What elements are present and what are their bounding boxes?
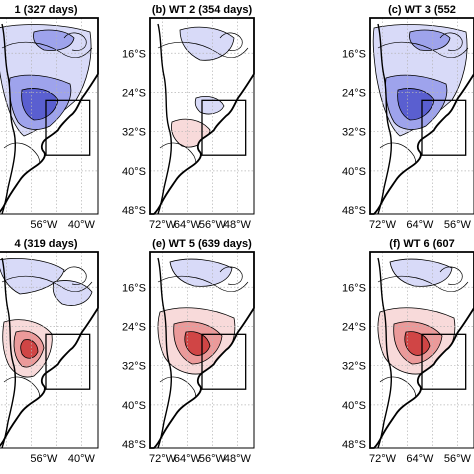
coastline [149, 17, 255, 215]
study-area-box [421, 333, 467, 390]
lat-tick-label: 32°S [122, 361, 146, 373]
lat-tick-label: 48°S [342, 439, 366, 451]
lon-tick-label: 56°W [444, 453, 472, 465]
study-area-box [421, 99, 467, 156]
lat-tick-label: 16°S [342, 48, 366, 60]
isoline-5 [219, 266, 243, 285]
panel-frame [0, 17, 99, 215]
andes-ridge [157, 23, 173, 215]
panel-title: (b) WT 2 (354 days) [152, 4, 253, 16]
panel-frame [149, 17, 255, 215]
isoline-5 [439, 266, 463, 285]
panel-frame [369, 251, 474, 449]
lon-tick-label: 56°W [30, 453, 58, 465]
map-panel-c: (c) WT 3 (552 16°S 24°S 32°S 40°S 48°S72°W 64°… [342, 4, 474, 231]
isoline-5 [63, 266, 87, 285]
study-area-box [45, 333, 91, 390]
lat-tick-label: 24°S [342, 87, 366, 99]
lon-tick-label: 40°W [68, 219, 96, 231]
study-area-box [45, 99, 91, 156]
anomaly-contour-4 [33, 29, 75, 51]
andes-ridge [377, 23, 393, 215]
lat-tick-label: 32°S [342, 127, 366, 139]
lon-tick-label: 56°W [199, 453, 227, 465]
map-panel-e: (e) WT 5 (639 days) 16°S 24°S 32°S 40°S 48°S7… [122, 238, 255, 465]
lat-tick-label: 40°S [342, 400, 366, 412]
study-area-box [201, 333, 247, 390]
lat-tick-label: 16°S [122, 282, 146, 294]
lat-tick-label: 32°S [122, 127, 146, 139]
isoline-1 [157, 41, 249, 59]
lon-tick-label: 64°W [174, 219, 202, 231]
lon-tick-label: 48°W [224, 219, 252, 231]
lon-tick-label: 48°W [224, 453, 252, 465]
isoline-1 [157, 275, 249, 293]
isoline-5 [439, 32, 463, 51]
andes-ridge [1, 23, 17, 215]
lat-tick-label: 24°S [122, 321, 146, 333]
panel-title: (c) WT 3 (552 [388, 4, 456, 16]
coastline [369, 251, 474, 449]
lon-tick-label: 72°W [149, 219, 177, 231]
anomaly-contour-3 [397, 88, 435, 121]
coastline [369, 17, 474, 215]
lat-tick-label: 40°S [342, 166, 366, 178]
andes-ridge [157, 257, 173, 449]
lon-tick-label: 64°W [406, 453, 434, 465]
anomaly-contour-3 [21, 88, 59, 121]
lat-tick-label: 16°S [342, 282, 366, 294]
lon-tick-label: 56°W [199, 219, 227, 231]
lat-tick-label: 40°S [122, 400, 146, 412]
panel-frame [369, 17, 474, 215]
coastline [149, 251, 255, 449]
isoline-5 [219, 32, 243, 51]
isoline-1 [377, 275, 469, 293]
map-panel-b: (b) WT 2 (354 days) 16°S 24°S 32°S 40°S 48°S7… [122, 4, 255, 231]
anomaly-contour-5 [20, 339, 39, 359]
lon-tick-label: 72°W [149, 453, 177, 465]
lat-tick-label: 48°S [122, 205, 146, 217]
map-panel-a: 1 (327 days) 56°W 40°W [0, 4, 99, 231]
lon-tick-label: 40°W [68, 453, 96, 465]
lat-tick-label: 48°S [342, 205, 366, 217]
lon-tick-label: 64°W [406, 219, 434, 231]
lon-tick-label: 72°W [369, 219, 397, 231]
lat-tick-label: 16°S [122, 48, 146, 60]
lon-tick-label: 64°W [174, 453, 202, 465]
lat-tick-label: 24°S [342, 321, 366, 333]
lat-tick-label: 48°S [122, 439, 146, 451]
panel-title: (e) WT 5 (639 days) [152, 238, 252, 250]
lat-tick-label: 24°S [122, 87, 146, 99]
isoline-1 [377, 41, 469, 59]
map-panel-d: 4 (319 days) 56°W 40°W [0, 238, 99, 465]
isoline-5 [63, 32, 87, 51]
lat-tick-label: 40°S [122, 166, 146, 178]
lon-tick-label: 56°W [30, 219, 58, 231]
anomaly-contour-4 [389, 258, 453, 287]
panel-frame [149, 251, 255, 449]
isoline-1 [1, 41, 93, 59]
anomaly-contour-4 [169, 258, 233, 287]
andes-ridge [1, 257, 17, 449]
andes-ridge [377, 257, 393, 449]
anomaly-contour-2 [52, 280, 93, 306]
coastline [0, 251, 99, 448]
lat-tick-label: 32°S [342, 361, 366, 373]
map-panel-f: (f) WT 6 (607 16°S 24°S 32°S 40°S 48°S72°W 64°… [342, 238, 474, 465]
anomaly-contour-4 [409, 29, 451, 51]
panel-title: 1 (327 days) [15, 4, 78, 16]
study-area-box [201, 99, 247, 156]
panel-frame [0, 251, 99, 449]
panel-title: (f) WT 6 (607 [389, 238, 454, 250]
lon-tick-label: 72°W [369, 453, 397, 465]
isoline-1 [1, 275, 93, 293]
coastline [0, 17, 99, 214]
lon-tick-label: 56°W [444, 219, 472, 231]
panel-title: 4 (319 days) [15, 238, 78, 250]
